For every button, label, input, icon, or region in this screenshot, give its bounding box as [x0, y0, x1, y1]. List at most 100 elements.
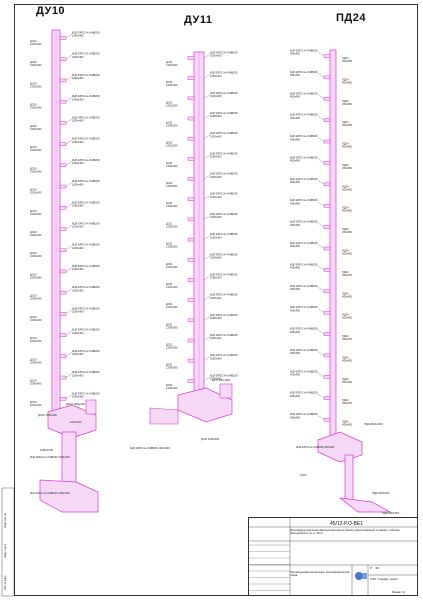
- valve-tag-pd24: КЦП-ЕРОС-Н-II-МВ200: [290, 305, 318, 309]
- valve-size-pd24: 450х450: [290, 415, 301, 419]
- floor-label-du11: ДО11: [166, 383, 173, 387]
- floor-label-pd24: ПД24: [342, 270, 349, 274]
- valve-tag-du11: КЦП-ЕРОС-Н-II-МВ200: [210, 151, 238, 155]
- note-du10: 1250х1000: [40, 448, 53, 452]
- leader-du11: [203, 296, 211, 301]
- valve-size-du11: 1000х400: [210, 94, 222, 98]
- floor-size-du11: 1200х300: [166, 83, 178, 87]
- valve-du11: [187, 258, 195, 262]
- valve-tag-du10: КЦП-ЕРОС-Н-II-МВ200: [72, 222, 100, 226]
- valve-du10: [59, 248, 67, 252]
- valve-size-du10: 1000х400: [72, 246, 84, 250]
- valve-tag-pd24: КЦП-ЕРОС-Н-II-МВ200: [290, 155, 318, 159]
- floor-size-du10: 1000х400: [30, 84, 42, 88]
- drawing-code: 45/12-Р.О-ВЕ1: [330, 521, 363, 527]
- floor-size-du11: 1200х300: [166, 285, 178, 289]
- floor-label-du10: ДО10: [30, 81, 37, 85]
- floor-label-pd24: ПД24: [342, 291, 349, 295]
- valve-size-pd24: 450х450: [290, 116, 301, 120]
- leader-du11: [203, 356, 211, 361]
- leader-du10: [65, 55, 73, 60]
- valve-du10: [59, 397, 67, 401]
- floor-label-du10: ДО10: [30, 272, 37, 276]
- floor-size-du10: 1000х400: [30, 212, 42, 216]
- leader-pd24: [317, 73, 325, 78]
- valve-tag-pd24: КЦП-ЕРОС-Н-II-МВ200: [290, 198, 318, 202]
- floor-label-pd24: ПД24: [342, 334, 349, 338]
- note-pd24: КЦП-ЕРОС-Н-II-МВ200 450х300: [296, 445, 335, 449]
- valve-du10: [59, 57, 67, 61]
- valve-pd24: [323, 139, 331, 144]
- valve-size-du11: 1000х400: [210, 114, 222, 118]
- stage-value: Р: [370, 566, 373, 570]
- leader-pd24: [317, 415, 325, 420]
- column-title-du11: ДУ11: [184, 14, 213, 26]
- valve-size-du10: 1000х400: [72, 182, 84, 186]
- valve-tag-du10: КЦП-ЕРОС-Н-II-МВ200: [72, 391, 100, 395]
- floor-size-pd24: 450х450: [342, 252, 353, 256]
- floor-label-du10: ДО10: [30, 251, 37, 255]
- valve-du11: [187, 338, 195, 343]
- valve-du10: [59, 142, 67, 146]
- valve-tag-pd24: КЦП-ЕРОС-Н-II-МВ200: [290, 220, 318, 224]
- floor-label-pd24: ПД24: [342, 313, 349, 317]
- leader-pd24: [317, 94, 325, 99]
- sheet-format: Формат А1: [392, 591, 406, 594]
- leader-du10: [65, 140, 73, 145]
- margin-label-sign: Подп. и дата: [4, 543, 7, 558]
- valve-du11: [187, 96, 195, 101]
- floor-size-du10: 1000х400: [30, 148, 42, 152]
- valve-tag-pd24: КЦП-ЕРОС-Н-II-МВ200: [290, 284, 318, 288]
- valve-tag-du11: КЦП-ЕРОС-Н-II-МВ200: [210, 252, 238, 256]
- valve-size-du10: 1000х400: [72, 373, 84, 377]
- note-du11: ДУ11 800х1250: [212, 378, 231, 382]
- leader-du10: [65, 394, 73, 399]
- valve-size-du11: 1000х400: [210, 195, 222, 199]
- valve-tag-du11: КЦП-ЕРОС-Н-II-МВ200: [210, 232, 238, 236]
- floor-size-du11: 1200х300: [166, 224, 178, 228]
- valve-size-du10: 1000х400: [72, 203, 84, 207]
- valve-tag-du11: КЦП-ЕРОС-Н-II-МВ200: [210, 272, 238, 276]
- valve-tag-du11: КЦП-ЕРОС-Н-II-МВ200: [210, 212, 238, 216]
- base-du10-floor: [39, 479, 99, 513]
- valve-du10: [59, 290, 67, 295]
- floor-label-du10: ДО10: [30, 124, 37, 128]
- valve-du11: [187, 56, 195, 60]
- note-pd24: 0,000: [300, 473, 307, 477]
- floor-label-du10: ДО10: [30, 209, 37, 213]
- valve-du10: [59, 375, 67, 380]
- base-du11-branch: [149, 407, 179, 425]
- column-title-pd24: ПД24: [336, 12, 366, 24]
- valve-tag-du10: КЦП-ЕРОС-Н-II-МВ200: [72, 285, 100, 289]
- valve-size-du10: 1000х400: [72, 161, 84, 165]
- leader-du11: [203, 316, 211, 321]
- valve-tag-du10: КЦП-ЕРОС-Н-II-МВ200: [72, 94, 100, 98]
- floor-size-pd24: 450х450: [342, 166, 353, 170]
- valve-tag-pd24: КЦП-ЕРОС-Н-II-МВ200: [290, 49, 318, 53]
- leader-du11: [203, 174, 211, 180]
- valve-pd24: [323, 310, 331, 315]
- valve-du11: [187, 358, 195, 363]
- valve-size-du10: 1000х400: [72, 331, 84, 335]
- valve-du11: [187, 197, 195, 201]
- valve-tag-du10: КЦП-ЕРОС-Н-II-МВ200: [72, 179, 100, 183]
- valve-pd24: [323, 332, 331, 336]
- floor-size-du10: 1000х400: [30, 403, 42, 407]
- leader-du10: [65, 118, 73, 123]
- leader-pd24: [317, 223, 325, 228]
- floor-label-du10: ДО10: [30, 336, 37, 340]
- leader-pd24: [317, 137, 325, 142]
- floor-label-du11: ДО11: [166, 201, 173, 205]
- valve-size-du11: 1000х400: [210, 336, 222, 340]
- leader-du10: [65, 352, 73, 357]
- floor-label-pd24: ПД24: [342, 142, 349, 146]
- floor-label-du10: ДО10: [30, 379, 37, 383]
- fan-du10: [85, 399, 97, 415]
- floor-label-du10: ДО10: [30, 145, 37, 149]
- floor-size-du11: 1200х300: [166, 103, 178, 107]
- margin-label-replace: Взам. инв. №: [4, 513, 7, 528]
- valve-du10: [59, 312, 67, 316]
- valve-tag-pd24: КЦП-ЕРОС-Н-II-МВ200: [290, 391, 318, 395]
- valve-size-du11: 1000х400: [210, 235, 222, 239]
- project-title: Многофункциональный административный объ…: [290, 529, 401, 536]
